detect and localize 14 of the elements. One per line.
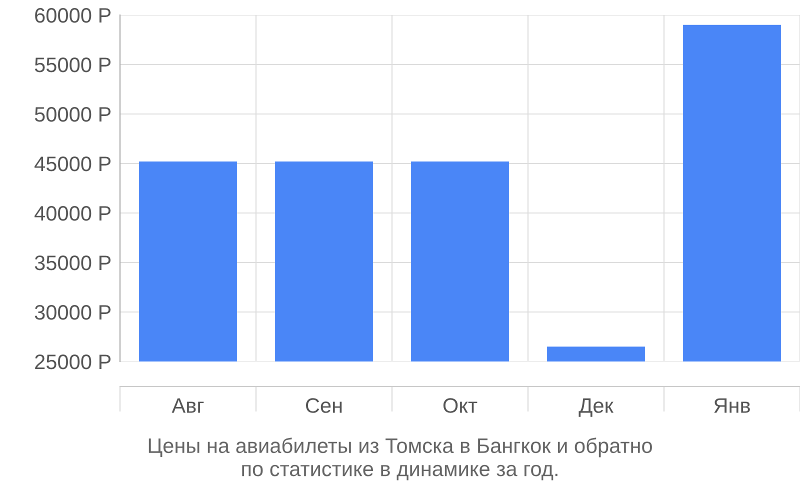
x-tick-label: Сен (306, 398, 342, 413)
y-tick-label: 40000 Р (34, 206, 111, 221)
y-tick-label: 30000 Р (34, 305, 111, 320)
x-tick-label: Янв (714, 398, 750, 413)
y-tick-label: 60000 Р (35, 8, 111, 23)
y-tick-label: 35000 Р (34, 256, 111, 270)
y-tick-label: 45000 Р (34, 156, 111, 172)
y-tick-label: 25000 Р (35, 354, 111, 370)
x-tick-label: Дек (578, 398, 614, 417)
y-tick-label: 50000 Р (34, 107, 111, 122)
x-tick-label: Окт (443, 398, 478, 413)
text: Цены на авиабилеты из Томска в Бангкок и обратно по статистике в динамике за год. (148, 438, 652, 480)
y-tick-label: 55000 Р (34, 58, 111, 72)
x-tick-label: Авг (172, 398, 204, 413)
